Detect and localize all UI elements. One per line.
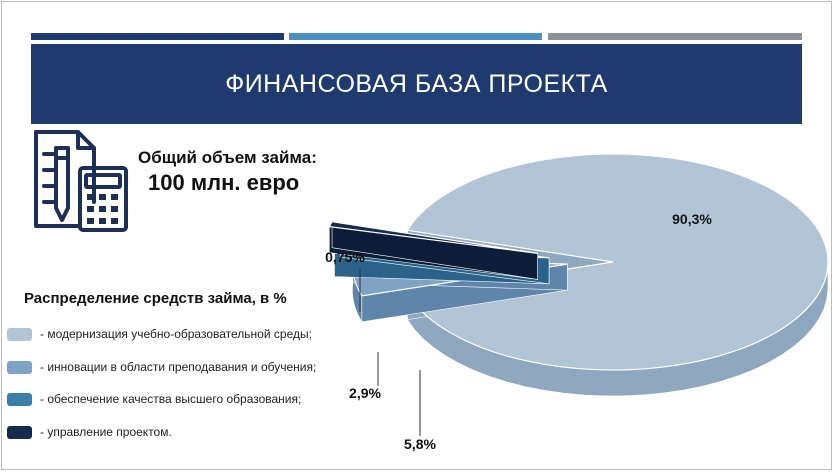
legend-label: - управление проектом. [40, 425, 172, 439]
header-stripe-2 [289, 33, 542, 40]
loan-amount: 100 млн. евро [148, 170, 300, 195]
legend-swatch [7, 360, 32, 374]
legend-swatch [7, 392, 32, 406]
page-title: ФИНАНСОВАЯ БАЗА ПРОЕКТА [225, 69, 608, 98]
header-stripe-3 [548, 33, 802, 40]
legend-swatch [7, 327, 32, 341]
pie-slice-3 [328, 221, 538, 280]
pie-top-0 [406, 153, 829, 371]
title-band: ФИНАНСОВАЯ БАЗА ПРОЕКТА [31, 44, 802, 124]
distribution-title: Распределение средств займа, в % [24, 290, 287, 307]
legend-item-innovation: - инновации в области преподавания и обу… [7, 358, 316, 376]
legend-item-quality: - обеспечение качества высшего образован… [7, 390, 301, 408]
data-label-0: 90,3% [672, 211, 712, 227]
data-label-1: 5,8% [404, 436, 436, 452]
header-stripe-1 [31, 33, 284, 40]
legend-item-management: - управление проектом. [7, 423, 172, 441]
legend-label: - модернизация учебно-образовательной ср… [40, 327, 312, 341]
legend-swatch [7, 425, 32, 439]
legend-label: - инновации в области преподавания и обу… [40, 360, 317, 374]
data-label-2: 2,9% [349, 385, 381, 401]
legend-item-modernization: - модернизация учебно-образовательной ср… [7, 325, 312, 343]
pie-top-3 [328, 221, 538, 254]
loan-label: Общий объем займа: [138, 148, 317, 167]
calculator-document-icon [22, 130, 132, 240]
legend-label: - обеспечение качества высшего образован… [40, 392, 302, 406]
data-label-3: 0,75% [325, 249, 365, 265]
